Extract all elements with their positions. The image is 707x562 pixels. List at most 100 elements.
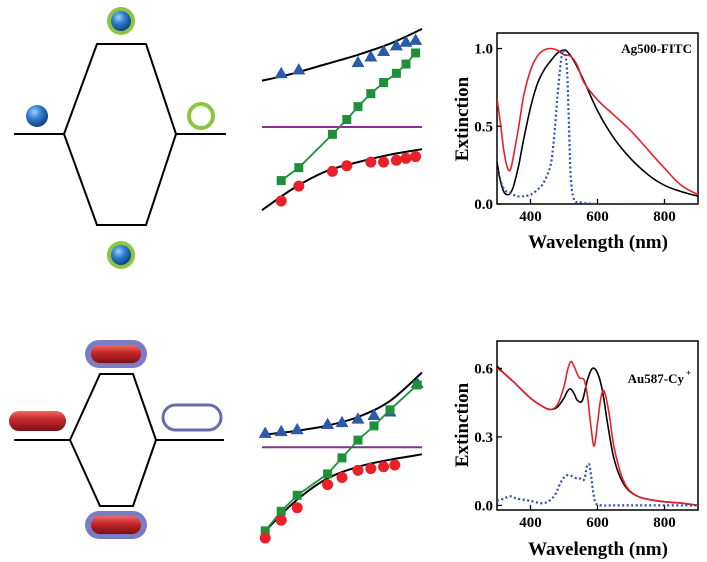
top-spectrum-frame [496, 32, 699, 205]
top-spectrum-xtick-label-1: 600 [586, 209, 609, 225]
top-molecule-ring-icon [187, 102, 215, 130]
top-dispersion-triangle-point-5 [389, 39, 403, 51]
bottom-spectrum-series-blue-dotted [497, 462, 698, 507]
bottom-spectrum-xlabel: Wavelength (nm) [528, 539, 668, 560]
top-dispersion-triangle-point-1 [292, 63, 306, 75]
top-spectrum-ytick-label-0: 0.0 [474, 197, 493, 213]
top-dispersion-square-point-2 [327, 129, 337, 139]
bottom-molecule-capsule-icon [161, 403, 223, 432]
bottom-dispersion-circle-point-7 [378, 461, 390, 473]
top-spectrum-ylabel: Extinction [452, 76, 473, 161]
bottom-dispersion-square-point-5 [353, 435, 363, 445]
bottom-spectrum-ytick-label-0: 0.0 [474, 498, 493, 514]
bottom-dispersion-square-point-4 [337, 453, 347, 463]
top-dispersion-circle-point-4 [365, 156, 377, 168]
bottom-spectrum-ytick-label-1: 0.3 [474, 430, 493, 446]
bottom-dispersion-square-point-2 [292, 490, 302, 500]
top-upper-hybrid-path [63, 43, 177, 135]
bottom-dispersion-triangle-point-2 [290, 422, 304, 435]
bottom-lower-hybrid-path [69, 439, 157, 507]
bottom-dispersion-circle-point-5 [352, 464, 364, 476]
bottom-dispersion-circle-point-0 [259, 532, 271, 544]
top-dispersion-square-point-7 [391, 68, 401, 78]
top-dispersion-circle-point-2 [326, 165, 338, 177]
top-spectrum-series-red [497, 47, 698, 196]
bottom-dispersion-plot [258, 371, 424, 544]
top-lower-hybrid-path [63, 133, 177, 226]
bottom-spectrum-ytick-label-2: 0.6 [474, 361, 493, 377]
bottom-dispersion-circle-point-3 [322, 479, 334, 491]
top-spectrum-series-group [497, 47, 698, 204]
bottom-energy-diagram [9, 340, 224, 539]
top-dispersion-circle-point-5 [378, 156, 390, 168]
bottom-spectrum-chart: Au587-Cy + Wavelength (nm) Extinction 40… [452, 340, 699, 560]
bottom-dispersion-square-point-6 [369, 421, 379, 431]
top-dispersion-circle-point-8 [410, 151, 422, 163]
top-dispersion-plot [261, 27, 423, 212]
bottom-upper-hybrid-icon [85, 340, 147, 368]
bottom-dispersion-triangle-point-3 [321, 417, 335, 429]
top-lower-hybrid-icon [107, 241, 135, 269]
top-dispersion-square-point-0 [276, 176, 286, 186]
bottom-dispersion-triangle-point-6 [367, 408, 381, 421]
top-dispersion-triangle-point-0 [274, 66, 288, 79]
top-spectrum-series-blue-dotted [497, 48, 698, 204]
bottom-dispersion-circle-point-2 [291, 502, 303, 514]
bottom-dispersion-circle-point-4 [336, 471, 348, 483]
bottom-dispersion-square-point-1 [276, 506, 286, 516]
top-dispersion-triangle-point-6 [399, 35, 413, 47]
bottom-spectrum-series-black [497, 365, 698, 507]
bottom-dispersion-triangle-point-5 [351, 412, 365, 424]
top-spectrum-inset-label: Ag500-FITC [621, 41, 692, 56]
bottom-spectrum-ylabel: Extinction [452, 382, 473, 467]
top-dispersion-fit-curve-4 [261, 27, 423, 82]
bottom-dispersion-triangle-point-0 [258, 426, 272, 438]
bottom-dispersion-circle-point-1 [275, 514, 287, 526]
bottom-dispersion-square-point-0 [260, 526, 270, 536]
top-dispersion-circle-point-3 [341, 160, 353, 172]
bottom-dispersion-circle-point-6 [365, 463, 377, 475]
bottom-spectrum-xtick-label-2: 800 [653, 515, 676, 531]
bottom-dispersion-square-point-8 [412, 380, 422, 390]
bottom-upper-hybrid-path [69, 373, 157, 441]
bottom-spectrum-inset-label: Au587-Cy [628, 371, 685, 386]
top-dispersion-square-point-3 [342, 115, 352, 125]
top-dispersion-square-point-6 [379, 78, 389, 88]
top-dispersion-square-point-5 [366, 89, 376, 99]
bottom-spectrum-series-group [497, 360, 698, 507]
bottom-dispersion-circle-point-8 [389, 459, 401, 471]
top-spectrum-series-black [497, 49, 698, 197]
top-dispersion-triangle-point-2 [351, 55, 365, 68]
top-dispersion-triangle-point-7 [409, 33, 423, 45]
top-spectrum-chart: Ag500-FITC Wavelength (nm) Extinction 40… [452, 32, 699, 253]
top-spectrum-ytick-label-1: 0.5 [474, 119, 493, 135]
bottom-particle-rod-icon [9, 411, 66, 431]
top-dispersion-circle-point-7 [400, 152, 412, 164]
top-spectrum-ytick-label-2: 1.0 [474, 42, 493, 58]
top-spectrum-xlabel: Wavelength (nm) [528, 232, 668, 253]
bottom-lower-hybrid-icon [85, 511, 147, 539]
top-dispersion-triangle-point-3 [364, 50, 378, 62]
bottom-dispersion-triangle-point-1 [274, 424, 288, 437]
bottom-spectrum-xtick-label-1: 600 [586, 515, 609, 531]
top-dispersion-triangle-point-4 [377, 44, 391, 56]
top-spectrum-xtick-label-2: 800 [653, 209, 676, 225]
top-dispersion-square-point-1 [294, 163, 304, 173]
top-dispersion-square-point-4 [353, 102, 363, 112]
top-dispersion-square-connector-line [280, 52, 417, 182]
top-dispersion-square-point-8 [401, 59, 411, 69]
top-upper-hybrid-icon [107, 7, 135, 35]
top-dispersion-circle-point-0 [275, 195, 287, 207]
top-energy-diagram [14, 7, 226, 269]
top-dispersion-circle-point-6 [390, 154, 402, 166]
top-spectrum-xtick-label-0: 400 [519, 209, 542, 225]
bottom-spectrum-xtick-label-0: 400 [519, 515, 542, 531]
top-dispersion-square-point-9 [411, 48, 421, 58]
top-particle-sphere-icon [26, 105, 48, 127]
top-dispersion-circle-point-1 [293, 180, 305, 192]
bottom-dispersion-square-point-3 [323, 469, 333, 479]
bottom-dispersion-triangle-point-4 [335, 415, 349, 428]
bottom-spectrum-series-red [497, 360, 698, 507]
bottom-dispersion-square-point-7 [385, 405, 395, 415]
